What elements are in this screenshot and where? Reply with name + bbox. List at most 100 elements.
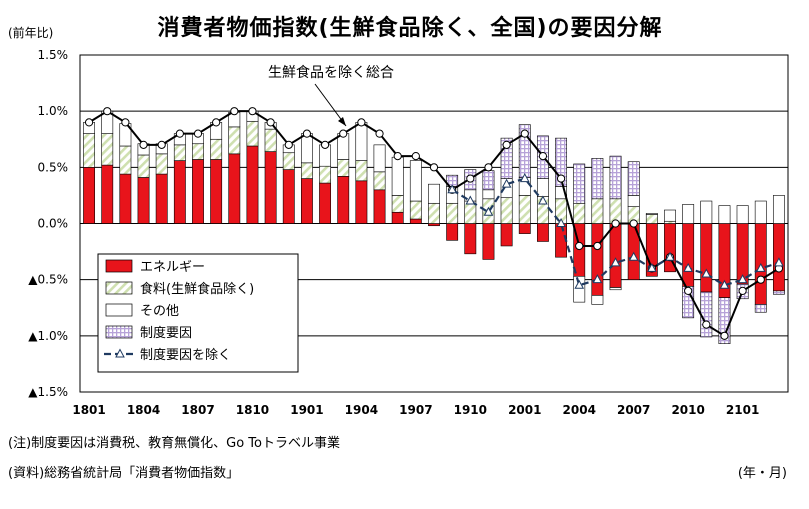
legend-swatch-excl-marker [115,348,125,358]
annotation-arrowhead [338,117,346,126]
bar-energy [446,223,459,241]
bar-policy [754,304,767,313]
line-core-cpi-marker [520,129,529,138]
line-core-cpi-marker [103,107,112,116]
bar-policy [591,158,604,200]
line-core-cpi-marker [538,152,548,161]
bar-policy [482,170,495,191]
line-core-cpi-marker [575,241,584,251]
footnote: (注)制度要因は消費税、教育無償化、Go Toトラベル事業 [8,436,340,451]
line-excl-policy-marker [538,195,548,205]
bar-other [645,213,658,215]
x-tick-label: 1910 [454,403,487,417]
bar-policy [700,291,713,338]
legend-label: 制度要因 [140,325,192,341]
x-tick-label: 1907 [399,403,432,417]
bar-energy [428,223,440,227]
line-excl-policy-marker [519,173,530,183]
bar-energy [210,159,223,224]
bar-energy [101,164,114,224]
bar-other [373,144,386,173]
bar-food [264,128,277,152]
bar-food [573,202,586,224]
line-core-cpi-marker [556,174,566,183]
line-core-cpi-marker [502,140,511,149]
y-tick-label: ▲0.5% [28,273,68,287]
bar-food [337,159,350,177]
annotation-group: 生鮮食品を除く総合 [268,64,394,127]
line-core-cpi-marker [193,129,203,138]
line-excl-policy-marker [737,274,748,284]
bar-energy [137,177,150,224]
bar-other [300,133,313,164]
line-core-cpi-marker [411,152,420,161]
bar-other [591,295,604,305]
bar-energy [391,211,404,224]
bar-energy [300,178,313,224]
bar-energy [609,223,622,288]
bar-energy [700,223,713,293]
y-tick-label: 1.0% [38,104,69,118]
bar-energy [482,223,495,260]
line-core-cpi-marker [212,118,221,127]
bar-food [119,145,132,175]
bar-other [391,156,404,196]
line-core-cpi-marker [429,163,439,172]
line-excl-policy-marker [556,217,566,227]
x-tick-label: 1801 [72,403,105,417]
bar-food [591,198,604,224]
line-core-cpi-marker [230,107,239,116]
line-core-cpi-marker [375,129,384,138]
bar-food [446,202,459,224]
bar-energy [319,182,332,224]
bar-energy [192,159,204,224]
line-core-cpi-marker [484,163,493,172]
bar-energy [536,223,549,242]
bar-food [300,162,313,179]
line-core-cpi-marker [248,107,257,116]
legend-label: 食料(生鮮食品除く) [140,281,254,297]
bar-energy [518,223,531,234]
bar-other [664,209,676,222]
line-excl-policy-marker [592,274,603,284]
line-excl-policy-marker [647,262,657,272]
line-excl-policy-marker [465,195,476,205]
bar-policy [573,163,586,204]
bar-energy [591,223,604,296]
line-core-cpi-marker [629,219,638,228]
bar-energy [337,176,350,224]
bar-policy [627,161,640,196]
x-tick-label: 2007 [617,403,650,417]
legend-swatch-policy [105,325,133,339]
line-excl-policy-marker [610,257,621,267]
bar-food [373,171,386,191]
y-tick-label: ▲1.5% [28,385,68,399]
bar-other [482,189,495,200]
legend-swatch-energy [105,259,133,273]
x-tick-label: 2004 [563,403,596,417]
bar-food [409,200,422,220]
bar-other [609,287,622,291]
bar-food [228,126,241,155]
x-tick-label: 2001 [508,403,541,417]
bar-other [627,195,640,207]
bar-other [573,275,586,303]
bar-energy [500,223,513,247]
bar-energy [173,160,186,224]
bar-food [101,133,114,166]
bar-other [736,205,749,224]
x-tick-label: 2010 [671,403,704,417]
line-core-cpi-marker [684,286,693,295]
line-excl-policy-marker [683,262,693,272]
x-tick-label: 1804 [127,403,160,417]
bar-other [428,183,440,204]
bar-energy [155,173,168,224]
line-core-cpi-marker [393,152,402,161]
bar-other [718,205,731,224]
line-core-cpi-marker [157,140,166,149]
bar-other [772,195,785,224]
legend-label: その他 [140,304,179,319]
line-excl-policy-marker [447,184,457,194]
line-core-cpi-marker [611,219,620,228]
x-tick-label: 1901 [290,403,323,417]
